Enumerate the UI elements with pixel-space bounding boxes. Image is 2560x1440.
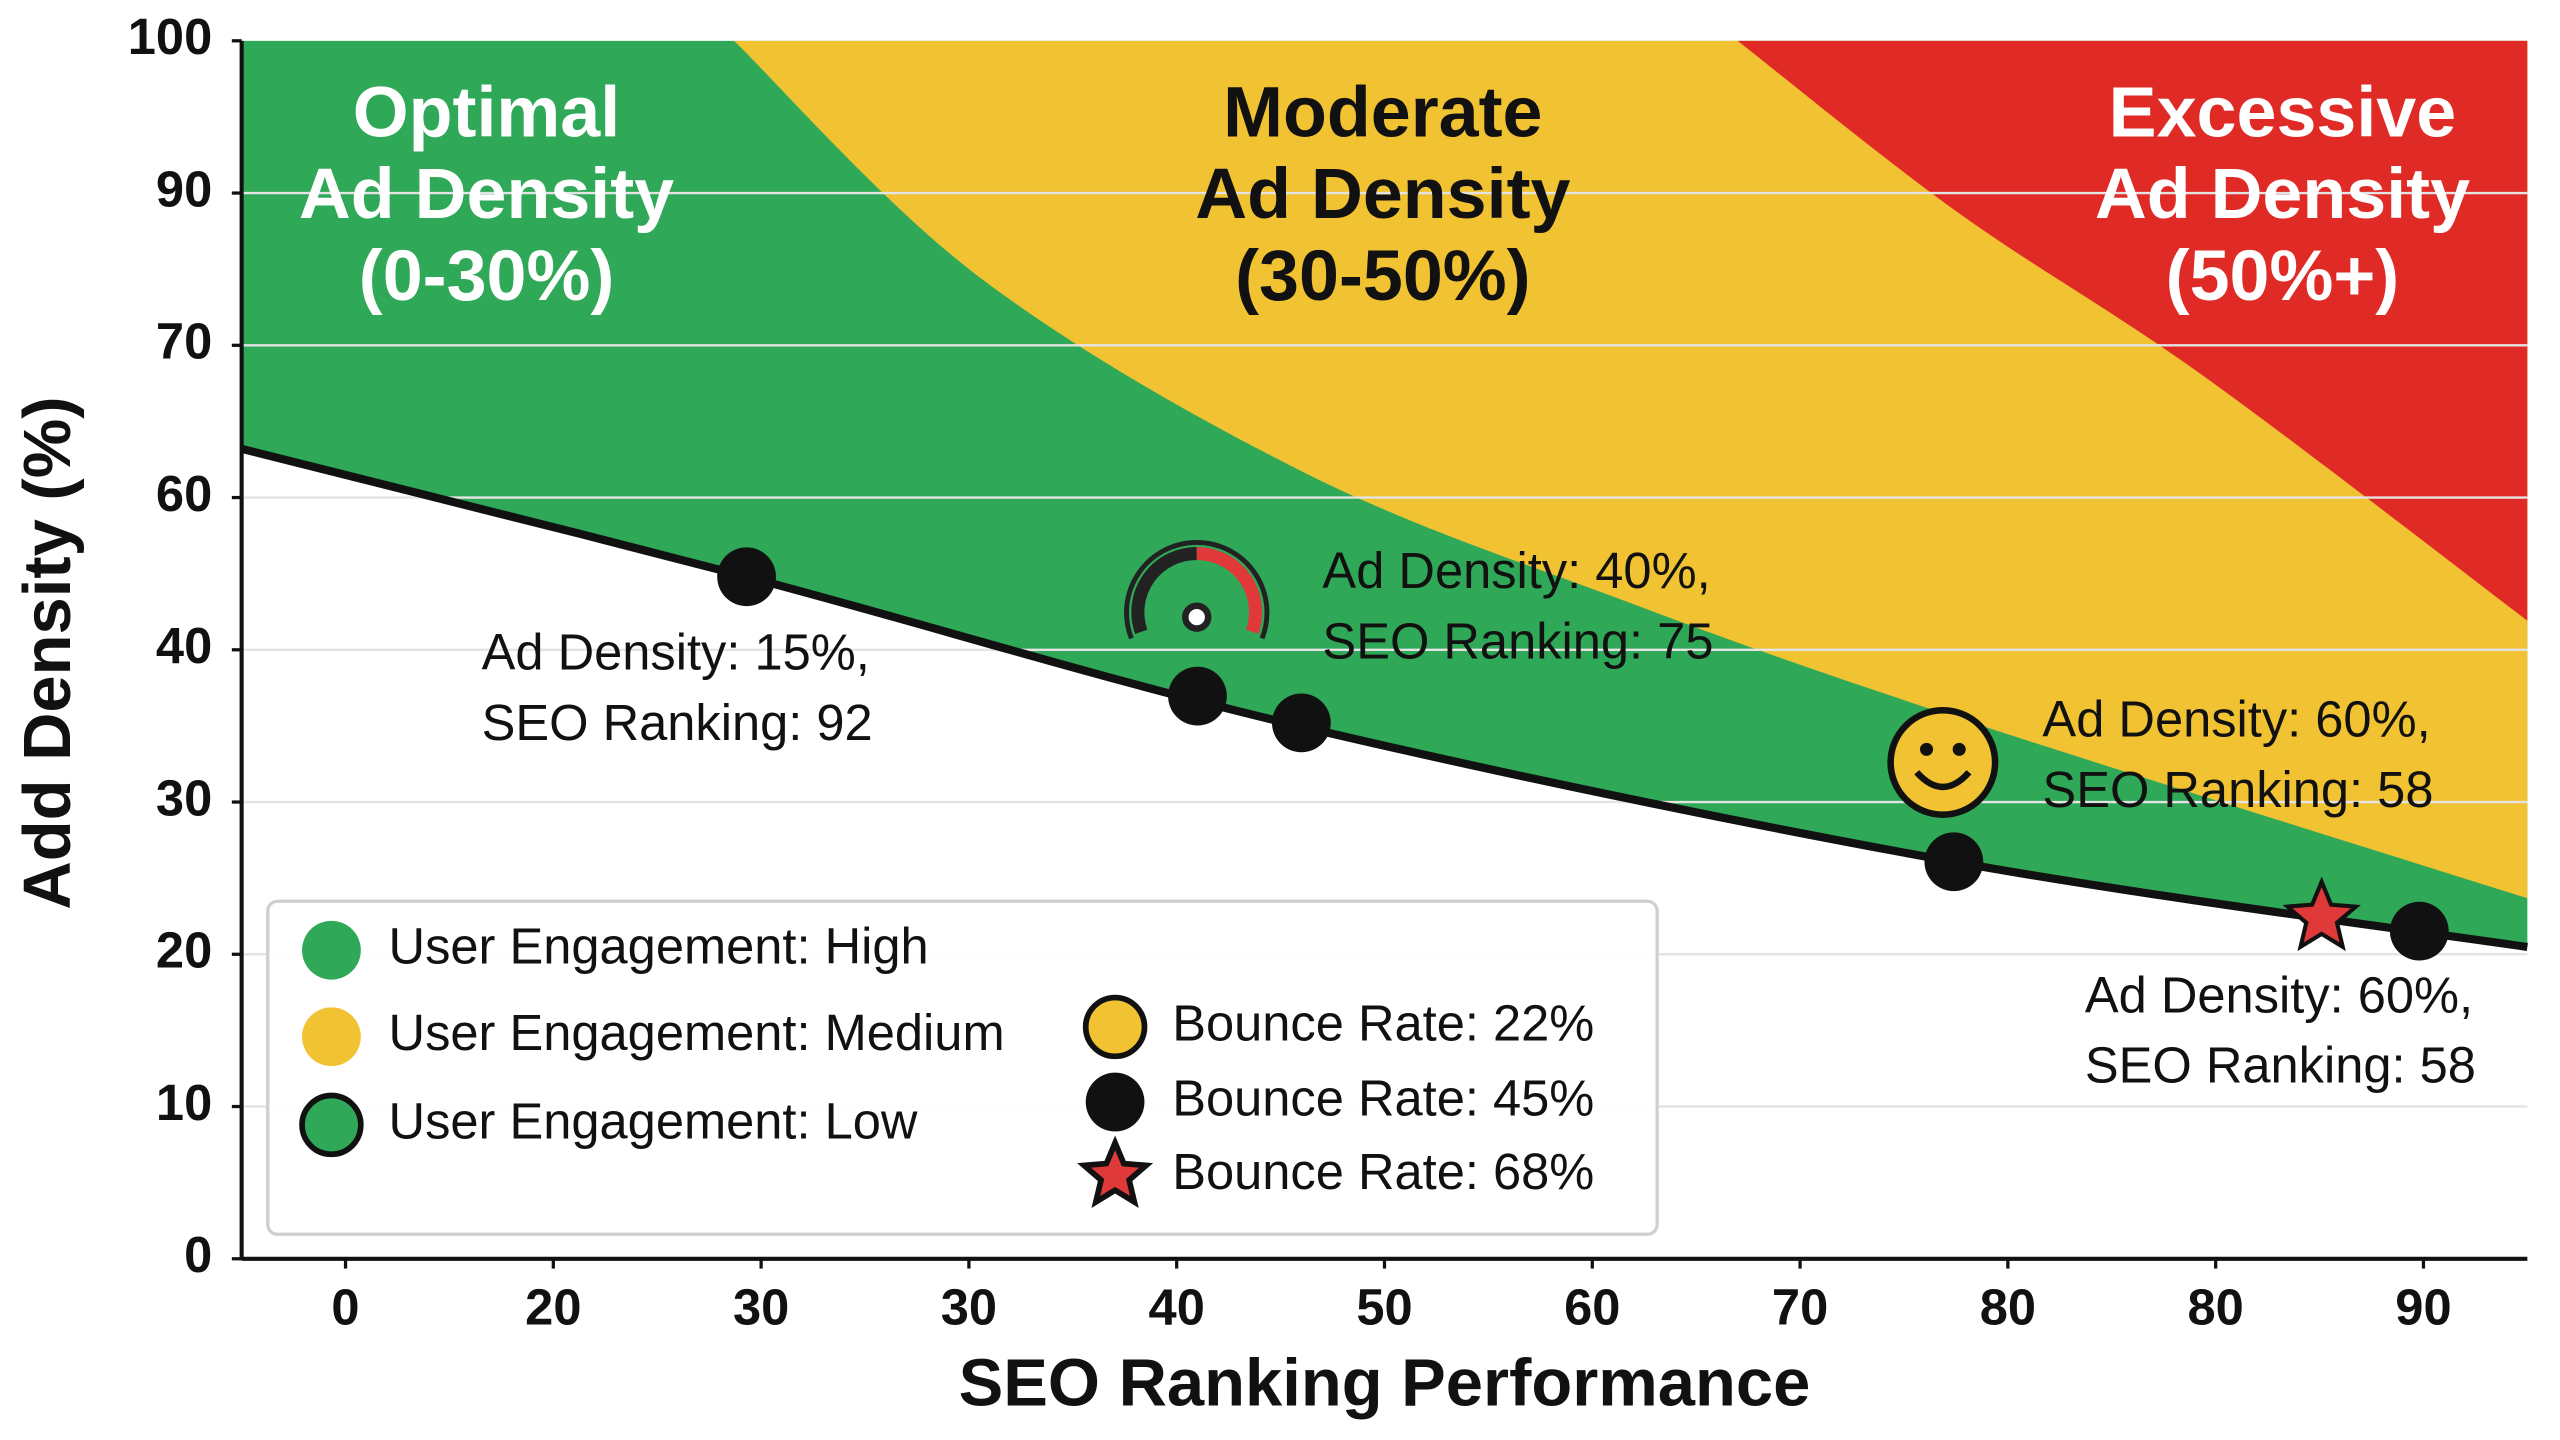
x-tick-label: 30 — [941, 1278, 997, 1335]
x-tick-label: 60 — [1564, 1278, 1620, 1335]
region-label: (0-30%) — [359, 236, 614, 316]
legend-label: Bounce Rate: 22% — [1172, 994, 1594, 1051]
annotation: Ad Density: 60%, — [2042, 691, 2430, 748]
x-tick-label: 80 — [1980, 1278, 2036, 1335]
region-label: (30-50%) — [1235, 236, 1530, 316]
legend-marker — [1082, 994, 1148, 1060]
x-tick-label: 80 — [2188, 1278, 2244, 1335]
x-tick-label: 50 — [1356, 1278, 1412, 1335]
y-tick-label: 20 — [156, 922, 212, 979]
x-tick-label: 0 — [331, 1278, 359, 1335]
annotation: SEO Ranking: 58 — [2042, 761, 2433, 818]
legend-marker — [302, 920, 361, 980]
point — [717, 547, 776, 607]
legend-marker — [1085, 1072, 1145, 1132]
x-tick-label: 20 — [525, 1278, 581, 1335]
x-tick-label: 30 — [733, 1278, 789, 1335]
point — [2389, 901, 2449, 961]
region-label: (50%+) — [2166, 236, 2400, 316]
legend-marker — [1077, 1135, 1154, 1208]
legend-label: Bounce Rate: 45% — [1172, 1069, 1594, 1126]
region-label: Optimal — [353, 73, 620, 153]
annotation: SEO Ranking: 58 — [2085, 1037, 2476, 1094]
y-tick-label: 40 — [156, 617, 212, 674]
smiley-icon — [1887, 706, 1999, 818]
annotation: Ad Density: 40%, — [1322, 542, 1710, 599]
y-tick-label: 100 — [128, 8, 212, 65]
y-tick-label: 0 — [184, 1226, 212, 1283]
smiley-mouth — [1914, 769, 1972, 791]
smiley-eye — [1920, 742, 1934, 756]
legend-label: Bounce Rate: 68% — [1172, 1143, 1594, 1200]
annotation: Ad Density: 15%, — [482, 624, 870, 681]
gauge-arc-red — [1196, 546, 1263, 635]
y-tick-label: 90 — [156, 160, 212, 217]
legend-marker — [302, 1007, 361, 1067]
annotation: SEO Ranking: 75 — [1322, 612, 1713, 669]
y-tick-label: 60 — [156, 465, 212, 522]
y-axis-title: Add Density (%) — [10, 397, 85, 910]
point — [2282, 876, 2361, 952]
y-tick-label: 10 — [156, 1074, 212, 1131]
gauge-icon — [1124, 539, 1270, 640]
region-label: Ad Density — [1195, 154, 1570, 234]
annotation: SEO Ranking: 92 — [482, 694, 873, 751]
x-tick-label: 90 — [2395, 1278, 2451, 1335]
smiley-eye — [1952, 742, 1966, 756]
gauge-center — [1182, 602, 1212, 632]
legend-label: User Engagement: High — [389, 918, 929, 975]
legend-label: User Engagement: Low — [389, 1092, 918, 1149]
legend-label: User Engagement: Medium — [389, 1004, 1005, 1061]
region-label: Moderate — [1223, 73, 1542, 153]
y-tick-label: 70 — [156, 313, 212, 370]
gauge-outline — [1124, 539, 1270, 640]
region-area — [1737, 40, 2528, 621]
smiley-face — [1887, 706, 1999, 818]
gauge-arc — [1131, 546, 1197, 635]
region-label: Ad Density — [299, 154, 674, 234]
legend-marker — [299, 1092, 364, 1158]
region-label: Ad Density — [2095, 154, 2470, 234]
x-tick-label: 40 — [1149, 1278, 1205, 1335]
x-tick-label: 70 — [1772, 1278, 1828, 1335]
point — [1168, 666, 1227, 726]
y-tick-label: 30 — [156, 769, 212, 826]
legend-box — [266, 899, 1659, 1236]
region-label: Excessive — [2109, 73, 2457, 153]
point — [1271, 693, 1331, 753]
annotation: Ad Density: 60%, — [2085, 967, 2473, 1024]
x-axis-title: SEO Ranking Performance — [959, 1345, 1811, 1420]
point — [1924, 832, 1984, 892]
